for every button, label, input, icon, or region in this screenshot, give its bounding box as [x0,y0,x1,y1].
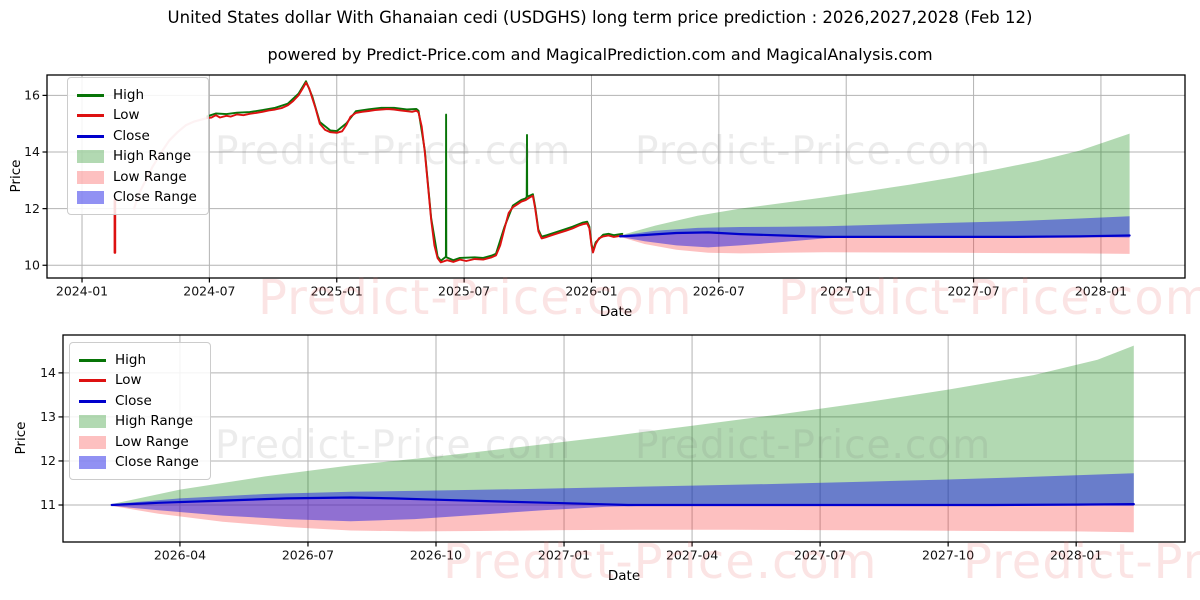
watermark-text: Predict-Price.com [635,129,992,174]
powered-by-line: powered by Predict-Price.com and Magical… [267,45,933,64]
legend-label: Close [115,392,152,409]
legend-item-close: Close [79,391,199,412]
legend-item-high: High [79,350,199,371]
legend-item-high-range: High Range [77,147,197,168]
x-tick-label: 2026-07 [693,284,745,299]
high-line-swatch [77,93,104,97]
price-lines [110,496,1135,507]
series-low_history [206,81,624,264]
close-line-swatch [77,134,104,138]
plot-border [46,74,1186,279]
top-chart-xlabel: Date [599,304,633,320]
y-tick-label: 12 [24,201,40,216]
legend-item-high: High [77,85,197,106]
y-tick-label: 16 [24,88,40,103]
bottom-chart-legend: High Low Close High Range Low Range Clos… [69,342,211,480]
low-line-swatch [77,114,104,118]
top-chart-ylabel: Price [8,159,24,193]
y-tick-label: 13 [40,409,56,424]
page-title: United States dollar With Ghanaian cedi … [167,8,1033,27]
y-tick-label: 12 [40,453,56,468]
legend-item-close: Close [77,126,197,147]
legend-item-close-range: Close Range [79,453,199,474]
x-tick-label: 2027-04 [666,548,718,563]
legend-item-close-range: Close Range [77,188,197,209]
gridlines [47,75,1185,278]
legend-label: High [113,86,145,103]
x-tick-label: 2028-01 [1050,548,1102,563]
bottom-chart-ylabel: Price [13,421,29,455]
y-tick-label: 14 [40,365,56,380]
legend-label: Low [115,372,142,388]
x-tick-label: 2025-01 [311,284,363,299]
legend-item-low-range: Low Range [77,167,197,188]
legend-item-high-range: High Range [79,412,199,433]
close-line-swatch [79,399,106,403]
x-tick-label: 2027-01 [820,284,872,299]
legend-label: Close [113,127,150,144]
low-line-swatch [79,379,106,383]
y-tick-label: 11 [40,497,56,512]
top-chart-legend: High Low Close High Range Low Range Clos… [67,77,209,215]
legend-label: Low Range [113,168,187,185]
legend-item-low: Low [79,371,199,392]
x-tick-label: 2026-04 [154,548,206,563]
legend-label: High Range [113,148,192,164]
watermark-text: Predict-Price.com [778,270,1200,326]
x-tick-label: 2025-07 [438,284,490,299]
series-close_pred [618,231,1131,238]
high-line-swatch [79,358,106,362]
low-range-swatch [79,435,106,449]
watermark-text: Predict-Price.com [635,423,992,468]
x-tick-label: 2028-01 [1075,284,1127,299]
legend-label: Low [113,107,140,123]
x-tick-label: 2026-01 [565,284,617,299]
x-tick-label: 2027-07 [947,284,999,299]
low-range-swatch [77,170,104,184]
range-bands [111,345,1134,533]
series-high_history [206,80,624,262]
legend-label: Low Range [115,433,189,450]
legend-item-low-range: Low Range [79,432,199,453]
price-lines [113,80,1131,264]
watermark-text: Predict-Price.com [215,423,572,468]
plot-border [62,334,1186,543]
legend-label: High [115,351,147,368]
legend-label: High Range [115,413,194,429]
watermark-text: Predict-Price.com [443,534,878,590]
x-tick-label: 2027-01 [538,548,590,563]
watermark-text: Predict-Price.com [215,129,572,174]
high-range-swatch [79,415,106,429]
y-tick-label: 14 [24,144,40,159]
x-tick-label: 2024-07 [183,284,235,299]
x-tick-label: 2026-10 [410,548,462,563]
watermark-text: Predict-Price.com [963,534,1200,590]
x-tick-label: 2024-01 [56,284,108,299]
legend-label: Close Range [113,189,197,205]
gridlines [63,335,1185,542]
series-close_pred [110,496,1135,507]
x-tick-label: 2027-10 [922,548,974,563]
legend-label: Close Range [115,454,199,470]
high-range-swatch [77,150,104,164]
close-range-swatch [79,456,106,470]
bottom-chart-xlabel: Date [607,568,641,584]
y-tick-label: 10 [24,257,40,272]
x-tick-label: 2027-07 [794,548,846,563]
legend-item-low: Low [77,106,197,127]
range-bands [620,133,1130,254]
x-tick-label: 2026-07 [282,548,334,563]
close-range-swatch [77,191,104,205]
